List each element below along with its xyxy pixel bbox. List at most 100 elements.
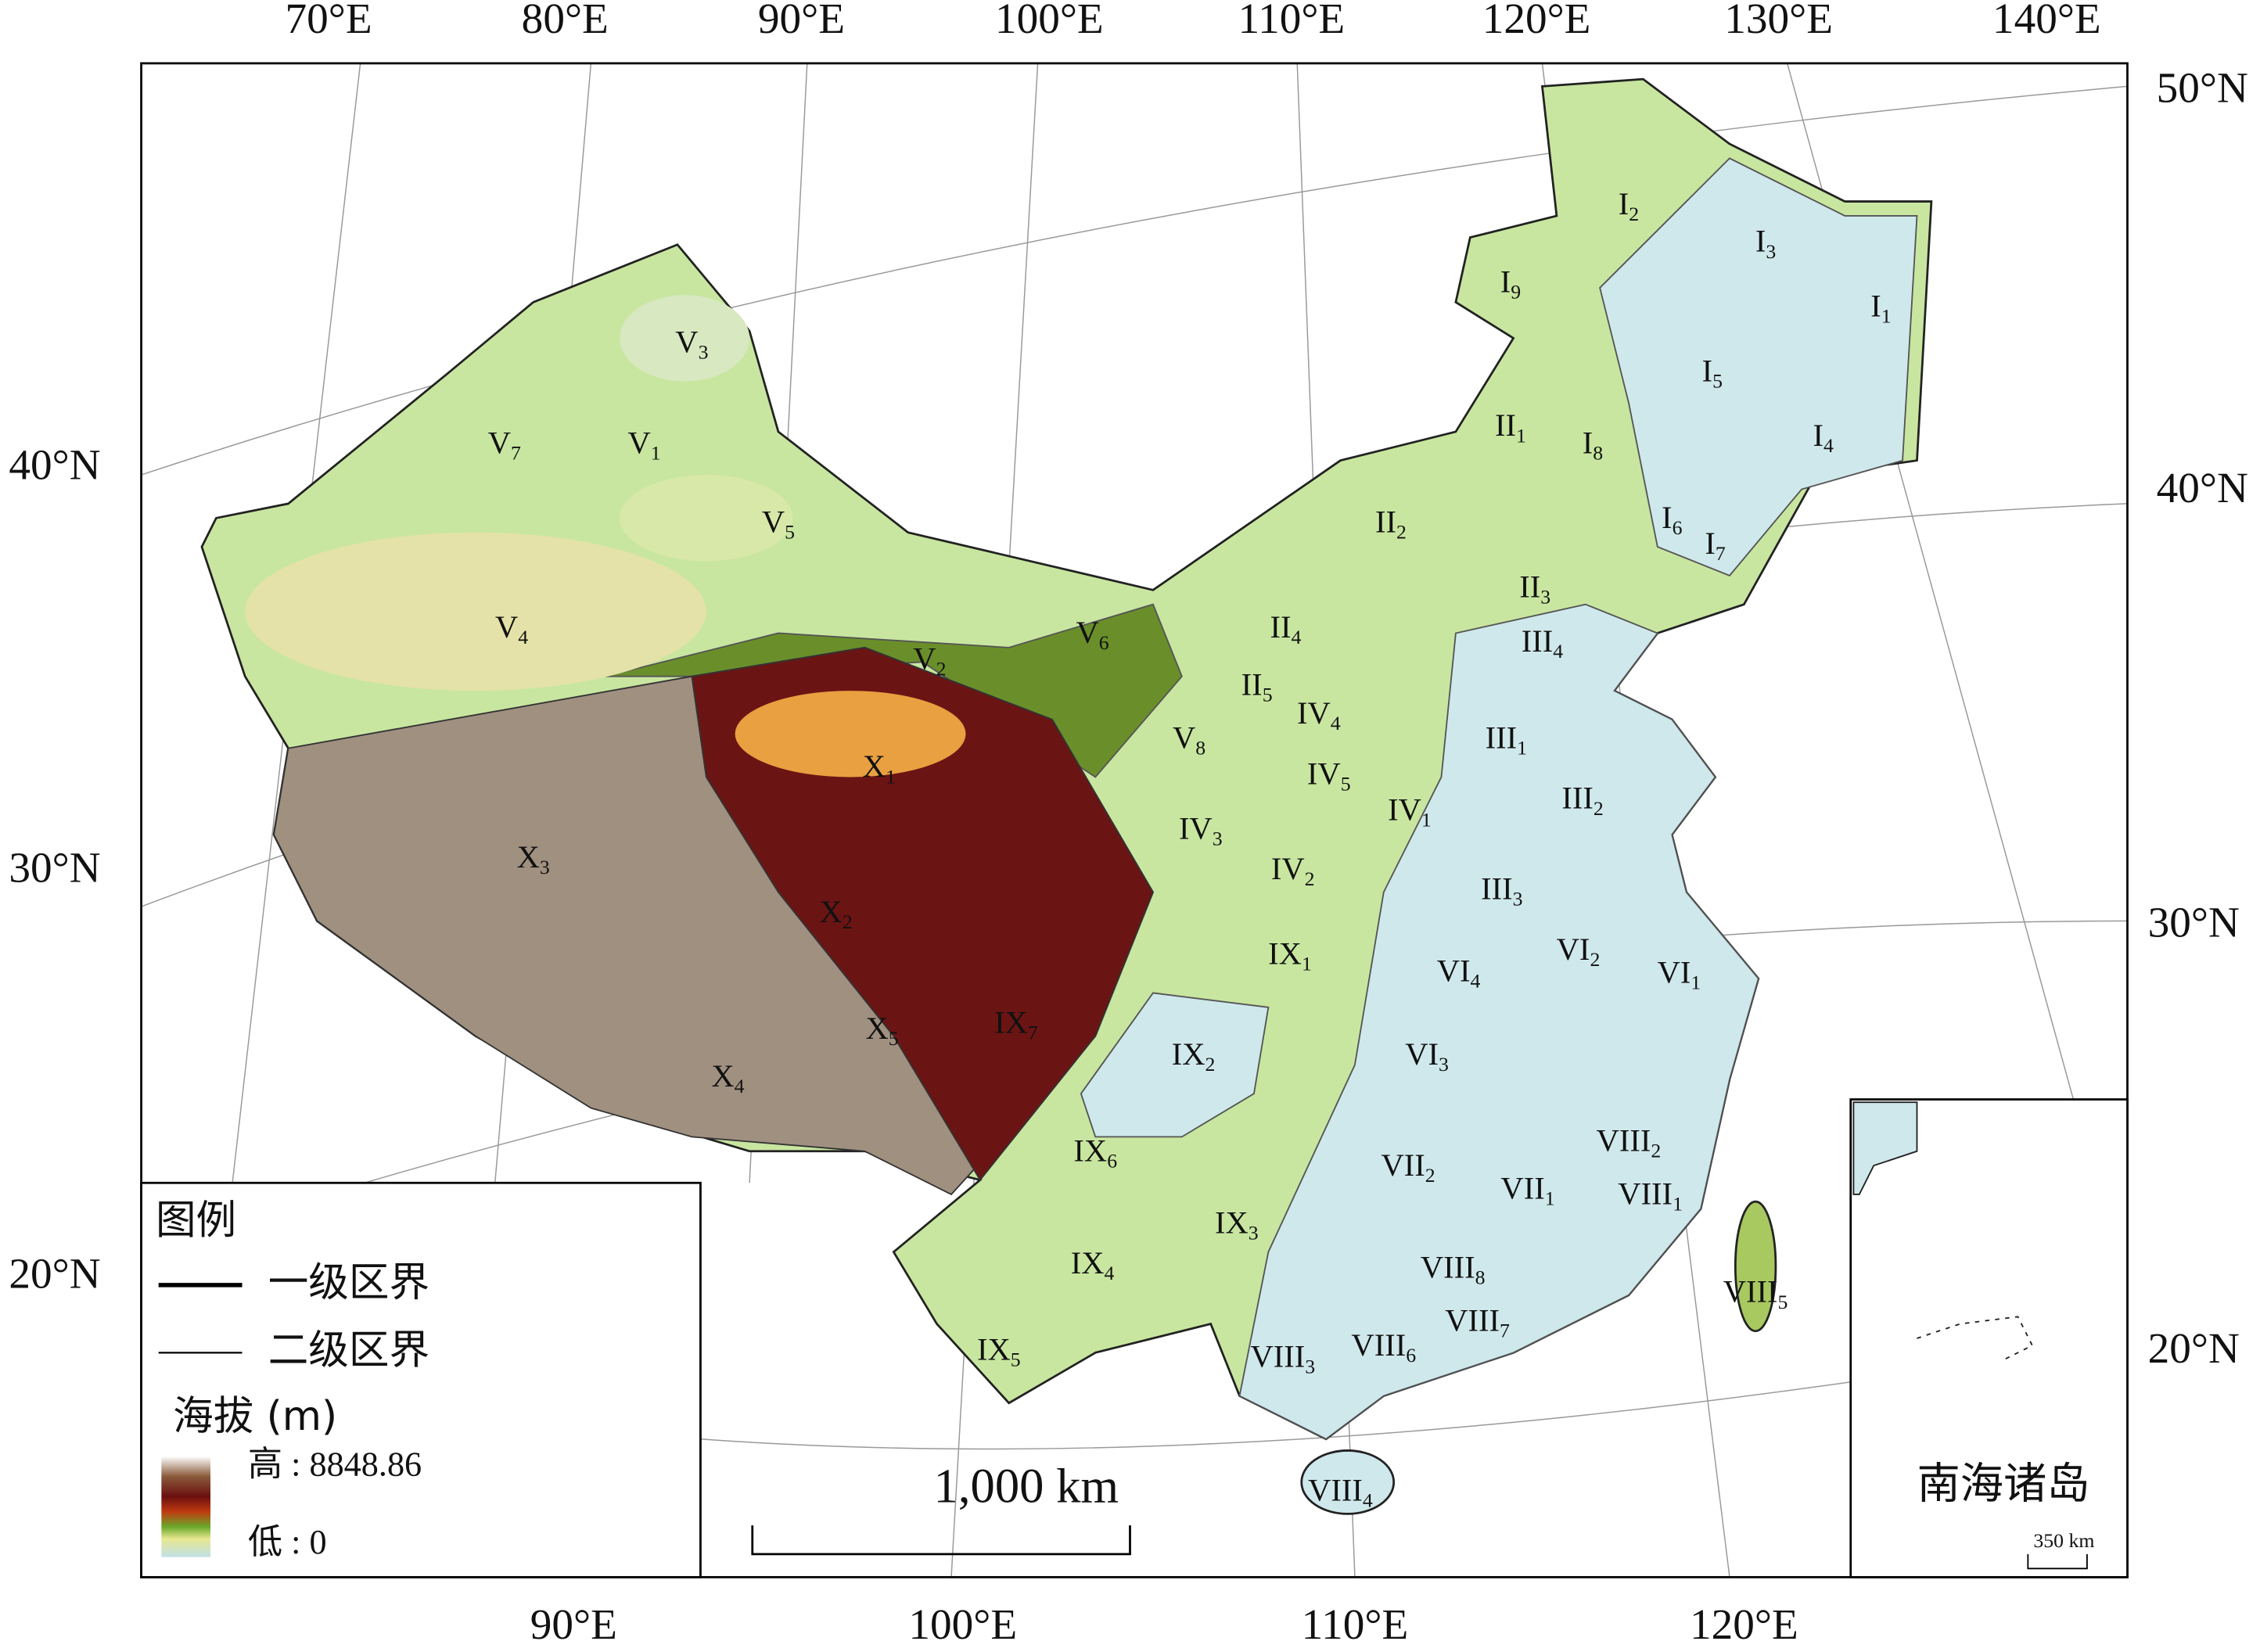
region-numeral: IX xyxy=(1073,1133,1107,1169)
region-label: I9 xyxy=(1500,264,1521,303)
region-subscript: 2 xyxy=(1590,948,1600,971)
region-numeral: III xyxy=(1481,871,1512,907)
legend-low: 低 : 0 xyxy=(248,1523,327,1561)
graticule-label: 50°N xyxy=(2157,63,2248,111)
legend-secondary: 二级区界 xyxy=(268,1327,429,1374)
region-subscript: 5 xyxy=(1011,1348,1021,1370)
region-numeral: I xyxy=(1813,418,1824,453)
region-subscript: 8 xyxy=(1593,441,1603,464)
region-subscript: 6 xyxy=(1099,631,1109,654)
map-frame xyxy=(140,62,2129,1578)
region-subscript: 3 xyxy=(1305,1355,1315,1377)
region-numeral: II xyxy=(1270,609,1292,645)
region-label: I7 xyxy=(1705,526,1726,565)
region-label: I1 xyxy=(1870,289,1891,328)
region-label: V4 xyxy=(495,609,528,648)
region-label: I6 xyxy=(1662,500,1683,539)
graticule-label: 70°E xyxy=(286,0,372,42)
region-label: VI2 xyxy=(1557,932,1601,971)
region-label: V8 xyxy=(1173,720,1205,760)
region-subscript: 3 xyxy=(699,340,709,363)
region-subscript: 2 xyxy=(1425,1164,1435,1187)
region-subscript: 4 xyxy=(1292,626,1302,648)
region-label: X2 xyxy=(820,894,853,933)
region-label: III1 xyxy=(1486,720,1527,760)
region-numeral: I xyxy=(1500,264,1511,300)
region-numeral: I xyxy=(1755,224,1766,259)
region-numeral: X xyxy=(711,1058,734,1094)
region-subscript: 5 xyxy=(1712,369,1723,392)
region-subscript: 2 xyxy=(1305,867,1315,890)
region-subscript: 6 xyxy=(1107,1149,1117,1172)
inset-islands xyxy=(1917,1316,2034,1361)
region-numeral: X xyxy=(866,1011,889,1046)
region-label: IX6 xyxy=(1073,1133,1117,1173)
legend-high: 高 : 8848.86 xyxy=(248,1446,422,1484)
region-label: IX5 xyxy=(977,1332,1021,1371)
region-label: VI1 xyxy=(1658,955,1701,994)
region-subscript: 1 xyxy=(1517,736,1527,759)
region-numeral: X xyxy=(820,894,843,929)
region-subscript: 6 xyxy=(1673,516,1683,539)
legend-colorbar xyxy=(161,1456,211,1557)
region-subscript: 4 xyxy=(1553,640,1563,663)
legend-elevation-title: 海拔 (m) xyxy=(173,1393,337,1440)
region-label: V3 xyxy=(675,325,708,364)
region-numeral: IV xyxy=(1271,851,1305,886)
region-numeral: VIII xyxy=(1250,1339,1305,1374)
region-numeral: III xyxy=(1561,781,1593,816)
region-subscript: 2 xyxy=(1651,1140,1661,1162)
graticule-label: 90°E xyxy=(758,0,845,42)
graticule-label: 20°N xyxy=(9,1249,100,1297)
region-numeral: V xyxy=(1076,615,1099,650)
region-subscript: 2 xyxy=(1629,203,1639,225)
inset-frame xyxy=(1849,1098,2129,1578)
region-numeral: VII xyxy=(1382,1147,1425,1183)
region-numeral: VIII xyxy=(1597,1123,1651,1158)
region-subscript: 2 xyxy=(843,910,853,933)
region-subscript: 4 xyxy=(1331,712,1341,734)
graticule-label: 20°N xyxy=(2148,1324,2240,1372)
region-subscript: 3 xyxy=(1249,1221,1259,1244)
region-numeral: VIII xyxy=(1445,1303,1500,1338)
region-subscript: 3 xyxy=(540,856,550,878)
region-numeral: IX xyxy=(1172,1037,1205,1072)
region-subscript: 7 xyxy=(1028,1022,1038,1044)
region-label: VIII5 xyxy=(1723,1274,1788,1313)
graticule-label: 120°E xyxy=(1482,0,1591,42)
region-numeral: V xyxy=(628,426,651,461)
region-numeral: V xyxy=(675,325,698,360)
region-label: X4 xyxy=(711,1058,744,1097)
graticule-label: 80°E xyxy=(522,0,609,42)
region-label: I8 xyxy=(1583,426,1603,465)
region-numeral: I xyxy=(1662,500,1673,535)
scale-label: 1,000 km xyxy=(934,1458,1119,1513)
region-label: II1 xyxy=(1495,408,1526,447)
region-numeral: III xyxy=(1522,624,1553,659)
region-numeral: IV xyxy=(1307,756,1341,792)
region-numeral: VII xyxy=(1500,1171,1544,1206)
region-subscript: 1 xyxy=(886,765,896,788)
graticule-label: 90°E xyxy=(530,1600,617,1648)
region-numeral: VI xyxy=(1437,953,1471,989)
legend: 图例 一级区界 二级区界 海拔 (m) 高 : 8848.86 低 : 0 xyxy=(140,1181,702,1578)
region-subscript: 3 xyxy=(1766,240,1776,263)
region-subscript: 1 xyxy=(1545,1187,1555,1209)
region-subscript: 2 xyxy=(1205,1053,1216,1076)
region-label: III3 xyxy=(1481,871,1522,910)
region-subscript: 1 xyxy=(1516,424,1526,447)
region-subscript: 6 xyxy=(1406,1344,1416,1366)
graticule-label: 30°N xyxy=(2148,898,2240,946)
region-subscript: 5 xyxy=(785,520,795,543)
region-subscript: 7 xyxy=(1716,542,1726,565)
region-numeral: X xyxy=(517,839,540,874)
region-subscript: 1 xyxy=(1673,1193,1683,1216)
graticule-label: 110°E xyxy=(1302,1600,1409,1648)
region-subscript: 4 xyxy=(1105,1262,1115,1284)
region-numeral: V xyxy=(1173,720,1195,756)
region-numeral: IX xyxy=(994,1005,1028,1040)
region-numeral: VIII xyxy=(1618,1176,1673,1212)
region-numeral: II xyxy=(1375,505,1396,540)
region-numeral: I xyxy=(1870,289,1881,324)
